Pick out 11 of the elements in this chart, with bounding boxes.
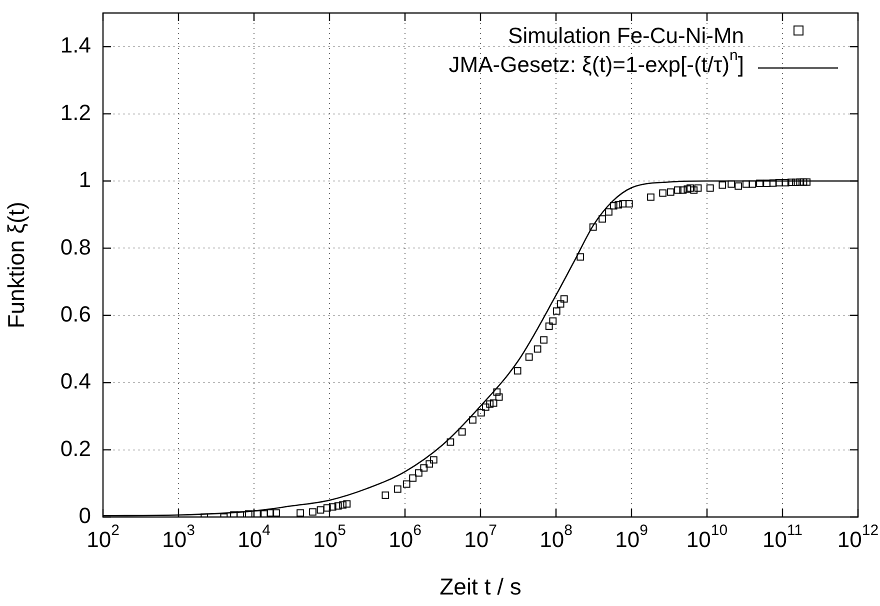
x-axis-title: Zeit t / s bbox=[440, 574, 522, 600]
legend-label: Simulation Fe-Cu-Ni-Mn bbox=[508, 23, 744, 48]
y-tick-label: 1 bbox=[78, 167, 92, 192]
y-tick-label: 0.8 bbox=[60, 234, 92, 260]
y-tick-label: 1.2 bbox=[60, 100, 92, 125]
y-tick-label: 0.6 bbox=[60, 301, 92, 326]
y-tick-label: 1.4 bbox=[60, 32, 92, 58]
y-axis-title: Funktion ξ(t) bbox=[3, 202, 30, 328]
y-tick-label: 0.2 bbox=[60, 436, 92, 461]
y-tick-label: 0.4 bbox=[60, 368, 92, 394]
y-tick-label: 0 bbox=[78, 503, 92, 528]
